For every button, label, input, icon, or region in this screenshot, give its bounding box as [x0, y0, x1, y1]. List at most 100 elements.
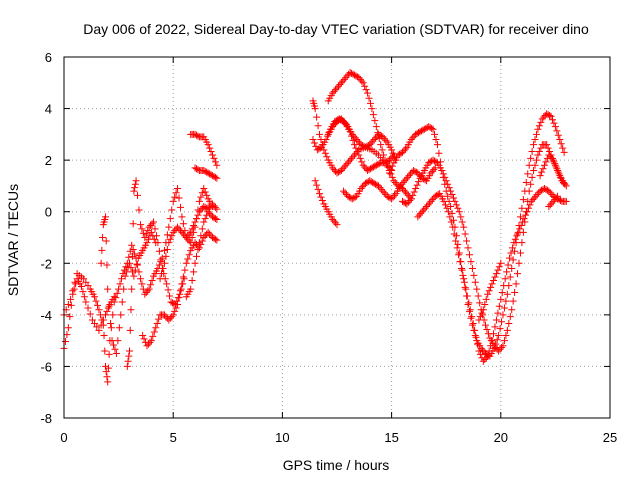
series-arc-17 — [340, 164, 439, 203]
data-point — [441, 173, 449, 181]
data-point — [474, 340, 482, 348]
data-point — [176, 287, 184, 295]
data-point — [427, 197, 435, 205]
data-point — [171, 307, 179, 315]
data-point — [390, 177, 398, 185]
chart-title: Day 006 of 2022, Sidereal Day-to-day VTE… — [83, 21, 589, 37]
data-point — [491, 273, 499, 281]
data-point — [524, 170, 532, 178]
data-point — [369, 163, 377, 171]
data-point — [167, 298, 175, 306]
data-point — [203, 204, 211, 212]
data-point — [164, 286, 172, 294]
data-point — [213, 205, 221, 213]
data-point — [350, 141, 358, 149]
data-point — [374, 130, 382, 138]
data-point — [329, 164, 337, 172]
data-point — [150, 328, 158, 336]
data-point — [317, 193, 325, 201]
data-point — [159, 264, 167, 272]
data-point — [337, 79, 345, 87]
data-point — [315, 145, 323, 153]
data-point — [485, 287, 493, 295]
data-point — [401, 199, 409, 207]
data-point — [148, 276, 156, 284]
x-tick-label: 5 — [170, 430, 177, 445]
series-arc-8 — [160, 185, 217, 254]
data-point — [388, 146, 396, 154]
data-point — [533, 191, 541, 199]
x-axis-label: GPS time / hours — [283, 457, 390, 473]
data-point — [200, 203, 208, 211]
data-point — [330, 166, 338, 174]
data-point — [107, 324, 115, 332]
series-arc-9 — [182, 208, 221, 301]
data-point — [387, 166, 395, 174]
data-point — [204, 208, 212, 216]
data-point — [213, 236, 221, 244]
data-point — [467, 314, 475, 322]
data-point — [126, 247, 134, 255]
data-point — [125, 352, 133, 360]
data-point — [379, 133, 387, 141]
data-point — [192, 215, 200, 223]
data-point — [163, 280, 171, 288]
data-point — [514, 228, 522, 236]
data-point — [210, 214, 218, 222]
series-arc-14 — [324, 115, 398, 174]
data-point — [178, 228, 186, 236]
data-point — [549, 156, 557, 164]
data-point — [411, 167, 419, 175]
x-tick-label: 25 — [603, 430, 617, 445]
data-point — [432, 136, 440, 144]
data-point — [333, 221, 341, 229]
data-point — [413, 181, 421, 189]
data-point — [342, 74, 350, 82]
data-point — [316, 130, 324, 138]
data-point — [104, 364, 112, 372]
data-point — [171, 193, 179, 201]
data-point — [157, 256, 165, 264]
data-point — [449, 194, 457, 202]
data-point — [476, 313, 484, 321]
data-point — [156, 275, 164, 283]
data-point — [166, 215, 174, 223]
data-point — [184, 235, 192, 243]
data-point — [357, 141, 365, 149]
data-point — [444, 208, 452, 216]
data-point — [351, 193, 359, 201]
data-point — [200, 234, 208, 241]
data-point — [412, 185, 420, 193]
data-point — [358, 183, 366, 191]
data-point — [107, 319, 115, 327]
data-point — [118, 275, 126, 283]
data-point — [103, 373, 111, 381]
y-axis-label: SDTVAR / TECUs — [5, 184, 21, 296]
data-point — [506, 254, 514, 262]
data-point — [142, 230, 150, 238]
data-point — [474, 292, 482, 300]
data-point — [64, 324, 72, 332]
data-point — [209, 203, 217, 211]
data-point — [484, 352, 492, 360]
data-point — [482, 321, 490, 329]
data-point — [358, 158, 366, 166]
data-point — [409, 166, 417, 174]
data-point — [97, 259, 105, 267]
data-point — [407, 136, 415, 144]
data-point — [135, 268, 143, 276]
data-point — [429, 156, 437, 164]
series-arc-2 — [60, 270, 107, 329]
data-point — [509, 297, 517, 305]
data-point — [175, 294, 183, 302]
data-point — [546, 201, 554, 209]
data-point — [508, 306, 516, 314]
data-point — [144, 340, 152, 348]
data-point — [398, 180, 406, 188]
data-point — [375, 135, 383, 143]
data-point — [469, 319, 477, 327]
data-point — [514, 230, 522, 238]
data-point — [433, 191, 441, 199]
data-point — [343, 72, 351, 80]
data-point — [476, 350, 484, 358]
